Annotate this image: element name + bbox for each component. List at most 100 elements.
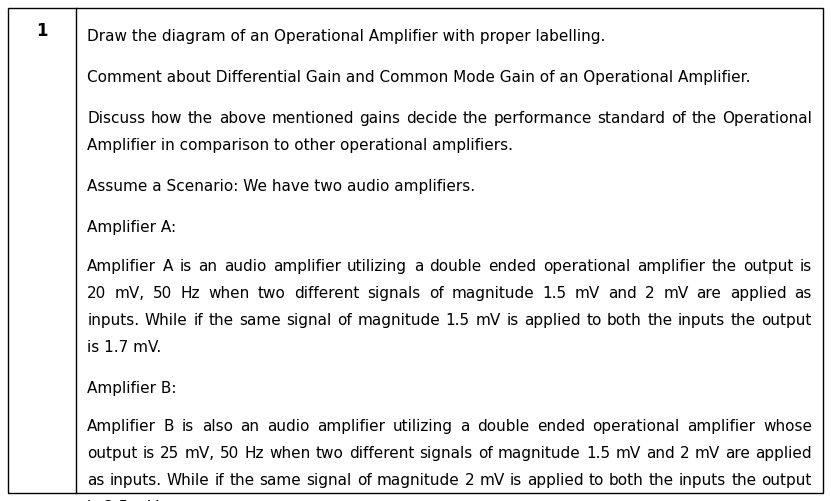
Text: output: output [87,446,138,461]
Text: is: is [143,446,155,461]
Text: mV: mV [575,286,600,301]
Text: is 1.7 mV.: is 1.7 mV. [87,340,161,355]
Text: are: are [725,446,750,461]
Text: is: is [799,259,812,274]
Text: both: both [607,313,642,328]
Text: if: if [214,473,224,488]
Text: as: as [87,473,105,488]
Text: different: different [293,286,359,301]
Text: utilizing: utilizing [392,419,452,434]
Text: a: a [414,259,423,274]
Text: the: the [647,313,672,328]
Text: mV: mV [479,473,504,488]
Text: signals: signals [367,286,420,301]
Text: the: the [649,473,674,488]
Text: inputs.: inputs. [87,313,140,328]
Text: performance: performance [494,111,592,126]
Text: Comment about Differential Gain and Common Mode Gain of an Operational Amplifier: Comment about Differential Gain and Comm… [87,71,750,85]
Text: when: when [269,446,311,461]
Text: when: when [209,286,249,301]
Text: 25: 25 [160,446,179,461]
Text: magnitude: magnitude [498,446,581,461]
Text: amplifier: amplifier [273,259,341,274]
Text: operational: operational [593,419,680,434]
Text: 20: 20 [87,286,106,301]
Text: same: same [259,473,302,488]
Text: the: the [730,313,756,328]
Text: Draw the diagram of an Operational Amplifier with proper labelling.: Draw the diagram of an Operational Ampli… [87,30,606,45]
Text: 2: 2 [465,473,474,488]
Text: applied: applied [524,313,581,328]
Text: Operational: Operational [722,111,812,126]
Text: and: and [608,286,637,301]
Text: mV,: mV, [115,286,145,301]
Text: Amplifier: Amplifier [87,259,156,274]
Text: mentioned: mentioned [271,111,354,126]
Text: Hz: Hz [244,446,264,461]
Text: utilizing: utilizing [347,259,407,274]
Text: of: of [671,111,686,126]
Text: ended: ended [489,259,537,274]
Text: is: is [509,473,522,488]
Text: double: double [430,259,482,274]
Text: 2: 2 [646,286,655,301]
Text: decide: decide [406,111,457,126]
Text: the: the [731,473,756,488]
Text: Hz: Hz [180,286,200,301]
Text: Discuss: Discuss [87,111,145,126]
Text: above: above [219,111,266,126]
Text: A: A [163,259,173,274]
Text: While: While [167,473,209,488]
Text: Amplifier B:: Amplifier B: [87,381,177,396]
Text: magnitude: magnitude [376,473,460,488]
Text: two: two [316,446,344,461]
Text: are: are [696,286,721,301]
Text: 2: 2 [680,446,690,461]
Text: output: output [743,259,793,274]
Text: is 2.5 mV.: is 2.5 mV. [87,500,161,501]
Text: amplifier: amplifier [637,259,705,274]
Text: mV: mV [475,313,500,328]
Text: audio: audio [224,259,266,274]
Text: amplifier: amplifier [317,419,385,434]
Text: mV: mV [616,446,641,461]
Text: amplifier: amplifier [687,419,755,434]
Text: inputs: inputs [678,313,725,328]
Text: inputs: inputs [679,473,726,488]
Text: 1.5: 1.5 [445,313,470,328]
Text: a: a [460,419,470,434]
Text: to: to [588,473,604,488]
Text: signal: signal [287,313,332,328]
Text: the: the [229,473,254,488]
Text: mV,: mV, [184,446,215,461]
Text: the: the [711,259,736,274]
Text: Amplifier A:: Amplifier A: [87,220,176,235]
Text: if: if [194,313,203,328]
Text: signal: signal [307,473,352,488]
Text: different: different [349,446,415,461]
Text: the: the [188,111,214,126]
Text: applied: applied [755,446,812,461]
Text: same: same [239,313,281,328]
Text: is: is [179,259,192,274]
Text: standard: standard [597,111,666,126]
Text: an: an [199,259,218,274]
Text: output: output [761,313,812,328]
Text: While: While [145,313,188,328]
Text: to: to [586,313,602,328]
Text: the: the [463,111,488,126]
Text: 1.5: 1.5 [586,446,610,461]
Text: magnitude: magnitude [357,313,440,328]
Text: 1: 1 [37,23,48,40]
Text: output: output [761,473,812,488]
Text: is: is [182,419,194,434]
Text: whose: whose [763,419,812,434]
Text: is: is [506,313,519,328]
Text: audio: audio [267,419,309,434]
Text: inputs.: inputs. [110,473,162,488]
Text: mV: mV [695,446,720,461]
Text: gains: gains [359,111,401,126]
Text: Amplifier: Amplifier [87,419,156,434]
Text: as: as [794,286,812,301]
Text: mV: mV [663,286,688,301]
